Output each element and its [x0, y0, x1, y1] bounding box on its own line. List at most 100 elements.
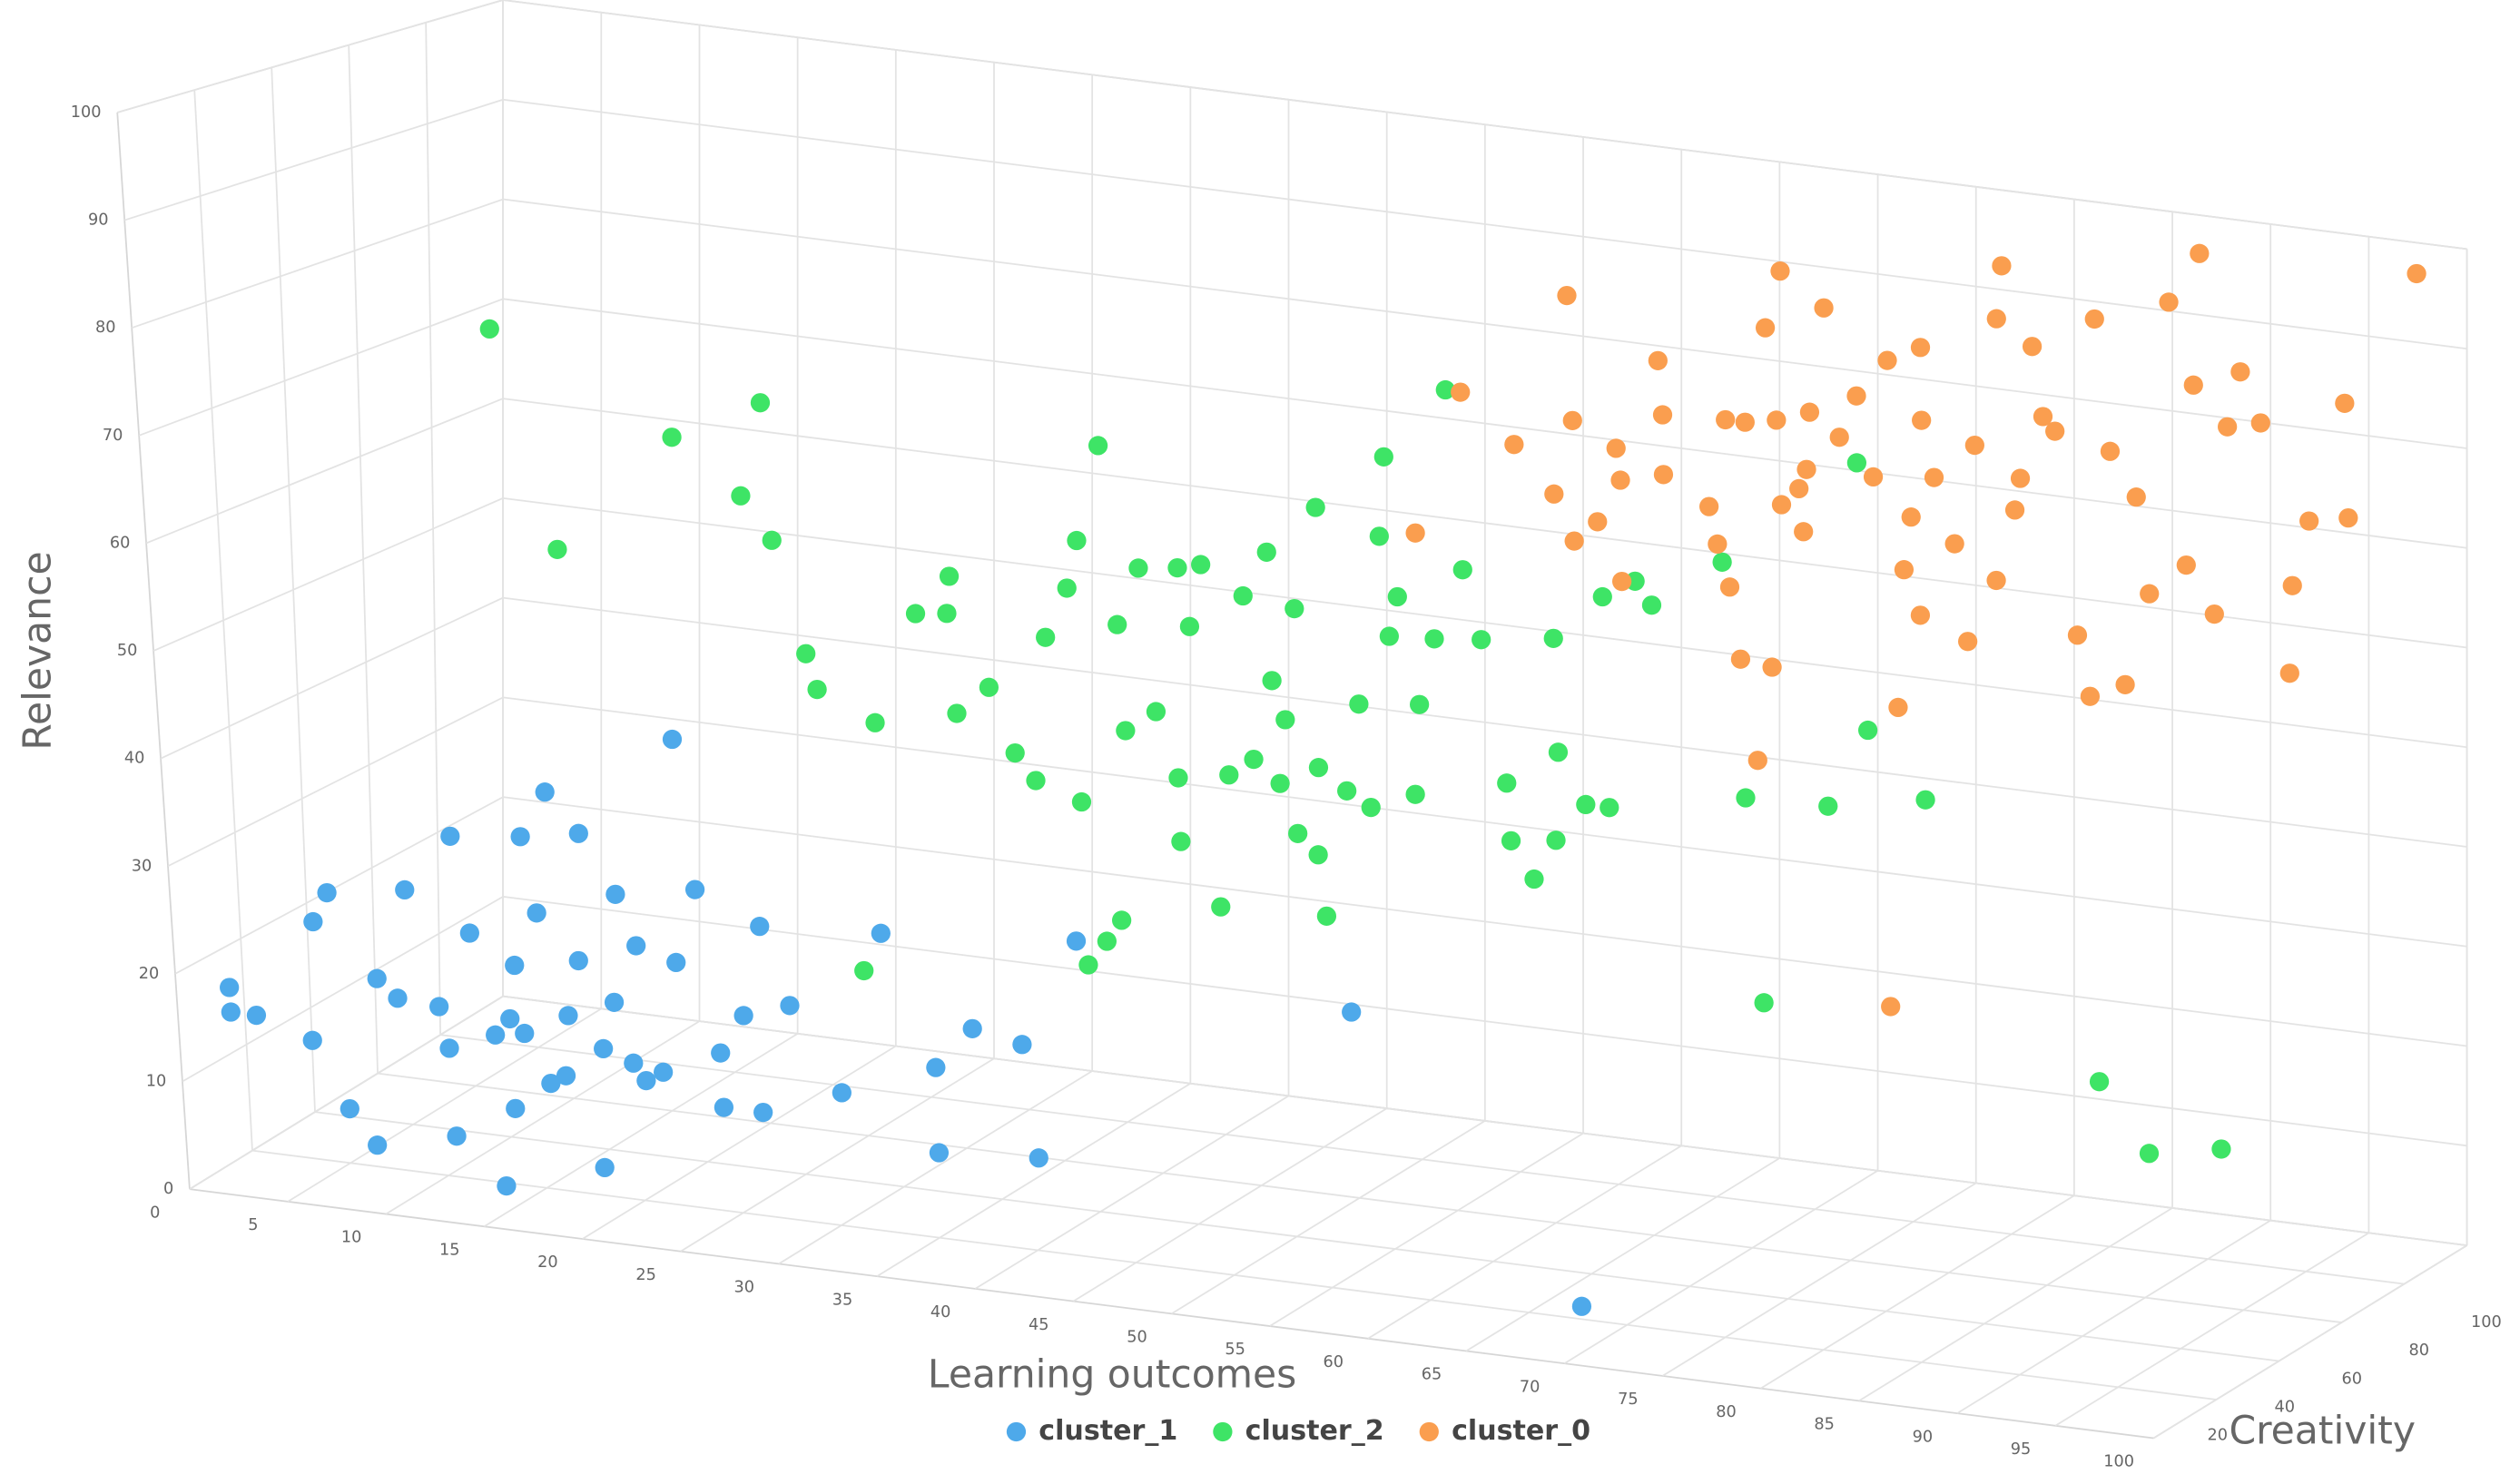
data-point — [854, 960, 874, 981]
x-tick-label: 55 — [1225, 1341, 1245, 1359]
data-point — [1256, 542, 1276, 562]
legend: cluster_1 cluster_2 cluster_0 — [1006, 1415, 1590, 1447]
data-point — [1128, 558, 1148, 578]
data-point — [1244, 749, 1264, 770]
data-point — [1435, 379, 1455, 400]
data-point — [604, 992, 625, 1012]
floor-grid-line — [1465, 1157, 1780, 1352]
floor-grid-line — [2152, 1244, 2468, 1440]
data-point — [1915, 790, 1935, 810]
data-point — [2190, 243, 2210, 263]
data-point — [1472, 630, 1491, 650]
y-tick-label: 80 — [95, 319, 116, 337]
side-grid-line — [174, 796, 504, 975]
data-point — [1818, 796, 1838, 816]
data-point — [1588, 512, 1608, 532]
data-point — [1641, 595, 1662, 615]
data-point — [303, 911, 323, 932]
data-point — [568, 823, 588, 843]
data-point — [1285, 598, 1304, 619]
data-point — [662, 729, 683, 750]
side-grid-line — [138, 298, 504, 437]
data-point — [1944, 534, 1964, 554]
data-point — [2080, 686, 2101, 706]
data-point — [1191, 555, 1211, 575]
data-point — [1719, 577, 1740, 597]
data-point — [1794, 522, 1814, 542]
y-tick-label: 20 — [139, 965, 160, 983]
data-point — [2299, 511, 2319, 531]
x-tick-label: 75 — [1618, 1391, 1639, 1409]
z-tick-label: 100 — [2471, 1313, 2502, 1332]
data-point — [1088, 436, 1108, 456]
side-grid-line — [348, 44, 379, 1074]
data-point — [1762, 657, 1782, 677]
side-grid-line — [160, 596, 504, 760]
data-point — [1057, 578, 1077, 598]
data-point — [796, 644, 816, 663]
floor-grid-line — [483, 1033, 799, 1228]
data-point — [1652, 405, 1673, 425]
data-point — [2089, 1072, 2110, 1092]
data-point — [2010, 468, 2031, 488]
data-point — [1789, 478, 1809, 499]
data-point — [1116, 721, 1136, 741]
data-point — [1029, 1148, 1048, 1168]
data-point — [947, 703, 967, 723]
floor-grid-line — [251, 1149, 2217, 1400]
data-point — [317, 882, 337, 903]
y-tick-label: 0 — [163, 1180, 173, 1198]
side-grid-line — [425, 22, 441, 1036]
y-tick-label: 60 — [110, 534, 131, 552]
data-point — [594, 1038, 614, 1059]
data-point — [780, 996, 800, 1016]
side-grid-line — [271, 67, 316, 1113]
floor-grid-line — [314, 1111, 2279, 1362]
x-tick-label: 85 — [1814, 1416, 1835, 1434]
data-point — [1648, 350, 1668, 370]
data-point — [1405, 523, 1425, 543]
data-point — [429, 997, 449, 1017]
data-point — [1770, 261, 1790, 281]
data-point — [1877, 350, 1897, 370]
data-point — [714, 1097, 734, 1117]
floor-grid-line — [503, 995, 2467, 1246]
data-point — [1233, 585, 1253, 606]
back-grid-line — [503, 796, 2467, 1047]
data-point — [515, 1023, 535, 1044]
data-point — [1524, 869, 1544, 889]
floor-grid-line — [974, 1095, 1289, 1290]
legend-marker — [1213, 1421, 1233, 1442]
back-grid-line — [503, 696, 2467, 948]
data-point — [2218, 417, 2238, 437]
floor-grid-line — [680, 1057, 995, 1253]
data-point — [1592, 586, 1612, 607]
data-point — [1610, 470, 1630, 490]
floor-grid-line — [1662, 1182, 1977, 1377]
data-point — [367, 968, 387, 988]
data-point — [1316, 906, 1337, 926]
floor-grid-line — [876, 1082, 1191, 1277]
data-point — [1653, 465, 1674, 485]
x-tick-label: 80 — [1716, 1403, 1737, 1421]
x-tick-label: 5 — [248, 1216, 258, 1234]
data-point — [1026, 771, 1046, 791]
data-point — [1881, 997, 1901, 1017]
data-point — [2176, 555, 2196, 575]
data-point — [547, 539, 567, 559]
data-point — [1708, 534, 1728, 554]
data-point — [1771, 495, 1792, 515]
side-grid-line — [167, 696, 504, 868]
data-point — [1735, 412, 1755, 432]
data-point — [1699, 496, 1719, 516]
data-point — [832, 1083, 851, 1103]
x-tick-label: 35 — [832, 1291, 853, 1309]
y-tick-label: 90 — [88, 211, 109, 230]
legend-marker — [1419, 1421, 1439, 1442]
side-grid-line — [189, 995, 504, 1190]
data-point — [1504, 435, 1524, 455]
data-point — [1078, 955, 1098, 975]
side-grid-line — [182, 896, 504, 1083]
data-point — [246, 1005, 267, 1026]
